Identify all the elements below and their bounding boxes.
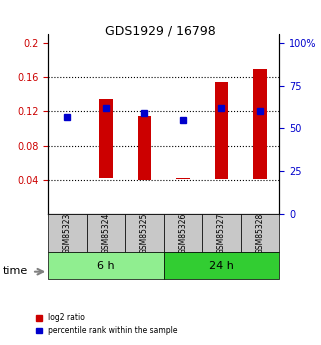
Text: GSM85326: GSM85326	[178, 212, 187, 254]
Bar	[215, 82, 228, 179]
FancyBboxPatch shape	[125, 214, 164, 252]
Text: GDS1929 / 16798: GDS1929 / 16798	[105, 24, 216, 37]
Legend: log2 ratio, percentile rank within the sample: log2 ratio, percentile rank within the s…	[36, 313, 178, 335]
Bar	[253, 69, 267, 179]
Bar	[99, 99, 113, 178]
Text: GSM85324: GSM85324	[101, 212, 110, 254]
Text: GSM85323: GSM85323	[63, 212, 72, 254]
Text: time: time	[3, 266, 29, 276]
FancyBboxPatch shape	[87, 214, 125, 252]
FancyBboxPatch shape	[48, 214, 87, 252]
Bar	[176, 178, 190, 179]
FancyBboxPatch shape	[241, 214, 279, 252]
Text: GSM85328: GSM85328	[256, 212, 265, 254]
FancyBboxPatch shape	[202, 214, 241, 252]
FancyBboxPatch shape	[164, 252, 279, 279]
Text: 6 h: 6 h	[97, 261, 115, 270]
Text: GSM85327: GSM85327	[217, 212, 226, 254]
Bar	[138, 116, 151, 180]
Text: 24 h: 24 h	[209, 261, 234, 270]
Text: GSM85325: GSM85325	[140, 212, 149, 254]
FancyBboxPatch shape	[48, 252, 164, 279]
FancyBboxPatch shape	[164, 214, 202, 252]
